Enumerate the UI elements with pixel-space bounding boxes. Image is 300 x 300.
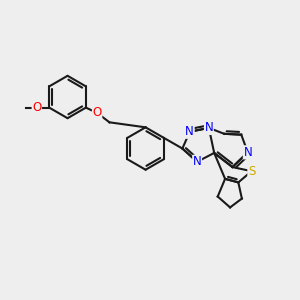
Text: N: N (243, 146, 252, 159)
Text: S: S (248, 165, 255, 178)
Text: O: O (32, 101, 41, 114)
Text: N: N (205, 122, 213, 134)
Text: N: N (185, 125, 194, 138)
Text: O: O (92, 106, 102, 119)
Text: N: N (193, 155, 202, 168)
